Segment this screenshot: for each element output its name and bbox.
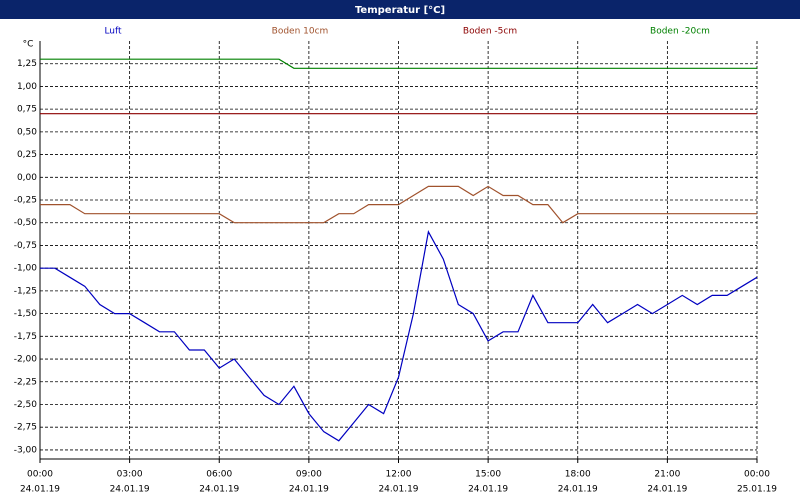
x-tick-date: 24.01.19 bbox=[647, 485, 687, 495]
x-tick-date: 24.01.19 bbox=[20, 485, 60, 495]
plot-area bbox=[40, 41, 757, 459]
y-tick-label: 0,50 bbox=[17, 127, 37, 137]
x-tick-label: 18:00 bbox=[565, 470, 591, 480]
y-tick-label: -2,25 bbox=[14, 377, 37, 387]
x-tick-label: 09:00 bbox=[296, 470, 322, 480]
chart-title: Temperatur [°C] bbox=[355, 5, 445, 16]
y-tick-label: -2,75 bbox=[14, 423, 37, 433]
y-tick-label: 0,00 bbox=[17, 173, 37, 183]
legend-label: Boden 10cm bbox=[272, 27, 329, 37]
y-tick-label: -2,50 bbox=[14, 400, 38, 410]
series-line bbox=[40, 230, 758, 442]
x-tick-date: 24.01.19 bbox=[199, 485, 239, 495]
x-tick-label: 15:00 bbox=[475, 470, 501, 480]
y-tick-label: -2,00 bbox=[14, 355, 38, 365]
x-tick-label: 21:00 bbox=[654, 470, 680, 480]
y-tick-label: -3,00 bbox=[14, 445, 38, 455]
y-tick-label: -1,50 bbox=[14, 309, 38, 319]
x-tick-date: 24.01.19 bbox=[378, 485, 418, 495]
y-tick-label: 0,25 bbox=[17, 150, 37, 160]
y-tick-label: -0,25 bbox=[14, 196, 37, 206]
x-tick-date: 24.01.19 bbox=[468, 485, 508, 495]
y-tick-label: -1,75 bbox=[14, 332, 37, 342]
x-tick-label: 03:00 bbox=[117, 470, 143, 480]
x-tick-date: 24.01.19 bbox=[558, 485, 598, 495]
legend-label: Luft bbox=[104, 27, 122, 37]
x-tick-date: 25.01.19 bbox=[737, 485, 777, 495]
legend-label: Boden -5cm bbox=[463, 27, 517, 37]
x-tick-date: 24.01.19 bbox=[289, 485, 329, 495]
y-tick-label: -0,75 bbox=[14, 241, 37, 251]
x-tick-label: 00:00 bbox=[27, 470, 53, 480]
y-tick-label: 1,25 bbox=[17, 59, 37, 69]
x-tick-label: 12:00 bbox=[386, 470, 412, 480]
y-tick-label: -1,00 bbox=[14, 264, 38, 274]
x-tick-label: 06:00 bbox=[206, 470, 232, 480]
x-tick-label: 00:00 bbox=[744, 470, 770, 480]
y-tick-label: -0,50 bbox=[14, 218, 38, 228]
y-tick-label: 1,00 bbox=[17, 82, 37, 92]
x-tick-date: 24.01.19 bbox=[110, 485, 150, 495]
y-unit: °C bbox=[23, 40, 34, 50]
series-line bbox=[40, 58, 757, 69]
y-tick-label: 0,75 bbox=[17, 105, 37, 115]
legend-label: Boden -20cm bbox=[650, 27, 710, 37]
series-line bbox=[40, 185, 757, 224]
title-bar bbox=[0, 0, 800, 19]
y-tick-label: -1,25 bbox=[14, 286, 37, 296]
